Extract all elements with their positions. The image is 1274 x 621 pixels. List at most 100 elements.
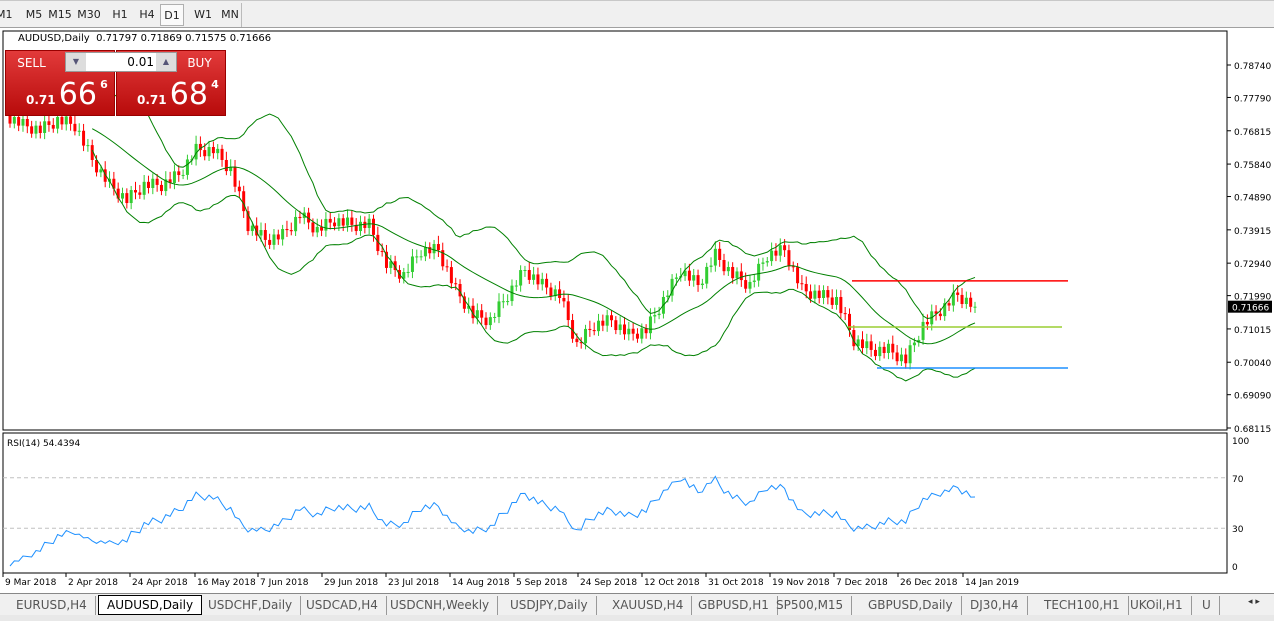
candle-body [237,186,241,192]
candle-body [519,270,523,286]
candle-body [497,301,501,317]
timeframe-m15[interactable]: M15 [48,8,72,21]
one-click-trading-panel: SELL 0.71 66 6 BUY 0.71 68 4 ▼ ▲ [5,50,226,116]
chart-tab[interactable]: DJ30,H4 [962,596,1028,615]
candle-body [891,343,895,353]
candle-body [307,212,311,223]
candle-body [56,116,60,129]
candle-body [592,330,596,332]
candle-body [835,296,839,305]
candle-body [575,338,579,343]
timeframe-mn[interactable]: MN [221,8,239,21]
candle-body [125,193,129,204]
timeframe-m5[interactable]: M5 [25,8,43,21]
candle-body [224,159,228,172]
lot-size-stepper[interactable]: ▼ ▲ [65,52,177,72]
candle-body [912,342,916,346]
candle-body [359,221,363,232]
candle-body [43,121,47,133]
chart-tab[interactable]: GBPUSD,H1 [690,596,778,615]
chart-tab[interactable]: USDJPY,Daily [502,596,597,615]
buy-price-prefix: 0.71 [137,93,167,107]
status-strip [0,615,1274,621]
current-price-tag [1228,300,1272,313]
lot-decrease-button[interactable]: ▼ [66,53,86,71]
rsi-tick-label: 100 [1232,437,1249,447]
candle-body [272,234,276,245]
candle-body [376,234,380,252]
lot-increase-button[interactable]: ▲ [156,53,176,71]
price-tick-label: 0.71015 [1234,326,1271,336]
candle-body [328,218,332,223]
candle-body [865,341,869,349]
candle-body [363,221,367,228]
candle-body [484,317,488,326]
candle-body [371,218,375,235]
candle-body [480,310,484,318]
chart-tab[interactable]: EURUSD,H4 [8,596,96,615]
chart-tab[interactable]: UKOil,H1 [1122,596,1192,615]
candle-body [540,278,544,285]
rsi-line [9,475,976,567]
timeframe-h4[interactable]: H4 [139,8,155,21]
candle-body [653,315,657,317]
chart-tab[interactable]: GBPUSD,Daily [860,596,962,615]
date-tick-label: 9 Mar 2018 [5,578,57,588]
buy-price-main: 68 [169,77,208,112]
candle-body [904,354,908,364]
candle-body [8,111,12,124]
candle-body [315,226,319,233]
timeframe-w1[interactable]: W1 [194,8,212,21]
chart-tab[interactable]: SP500,M15 [768,596,853,615]
candle-body [354,224,358,232]
sell-price-main: 66 [58,77,97,112]
candle-body [860,339,864,349]
candle-body [436,244,440,251]
candle-body [545,278,549,288]
candle-body [908,345,912,364]
price-tick-label: 0.69090 [1234,392,1271,402]
chart-area[interactable]: 0.78740 0.77790 0.76815 0.75840 0.74890 0.739… [0,29,1274,593]
tabs-scroll-arrows[interactable]: ◂ ▸ [1248,597,1260,607]
candle-body [938,313,942,317]
chart-tab[interactable]: USDCHF,Daily [200,596,302,615]
candle-body [705,266,709,284]
chart-tab[interactable]: USDCAD,H4 [298,596,387,615]
price-tick-label: 0.68115 [1234,425,1271,435]
candle-body [242,191,246,212]
candle-body [324,218,328,231]
candle-body [614,320,618,331]
candle-body [657,313,661,316]
candle-body [631,328,635,334]
date-tick-label: 31 Oct 2018 [708,578,764,588]
bollinger-middle [91,128,976,345]
candle-body [553,289,557,297]
candle-body [229,166,233,172]
candle-body [294,216,298,232]
candle-body [121,193,125,199]
candle-body [700,283,704,286]
candle-body [445,266,449,268]
candle-body [82,130,86,146]
candle-body [804,283,808,292]
lot-size-input[interactable] [88,54,154,70]
candle-body [289,230,293,232]
timeframe-m1[interactable]: M1 [0,8,13,21]
chart-tab[interactable]: USDCNH,Weekly [382,596,499,615]
candle-body [155,178,159,185]
chart-tab[interactable]: U [1194,596,1220,615]
timeframe-h1[interactable]: H1 [112,8,128,21]
candle-body [800,283,804,285]
date-tick-label: 7 Dec 2018 [836,578,888,588]
chart-tab[interactable]: TECH100,H1 [1036,596,1129,615]
chart-tab[interactable]: XAUUSD,H4 [604,596,693,615]
price-tick-label: 0.75840 [1234,161,1271,171]
close-value: 0.71666 [229,33,272,44]
chart-tab[interactable]: AUDUSD,Daily [98,595,203,615]
candle-body [921,321,925,340]
candle-body [778,245,782,256]
timeframe-d1[interactable]: D1 [160,4,184,26]
timeframe-m30[interactable]: M30 [77,8,101,21]
price-tick-label: 0.70040 [1234,359,1271,369]
candle-body [493,316,497,318]
